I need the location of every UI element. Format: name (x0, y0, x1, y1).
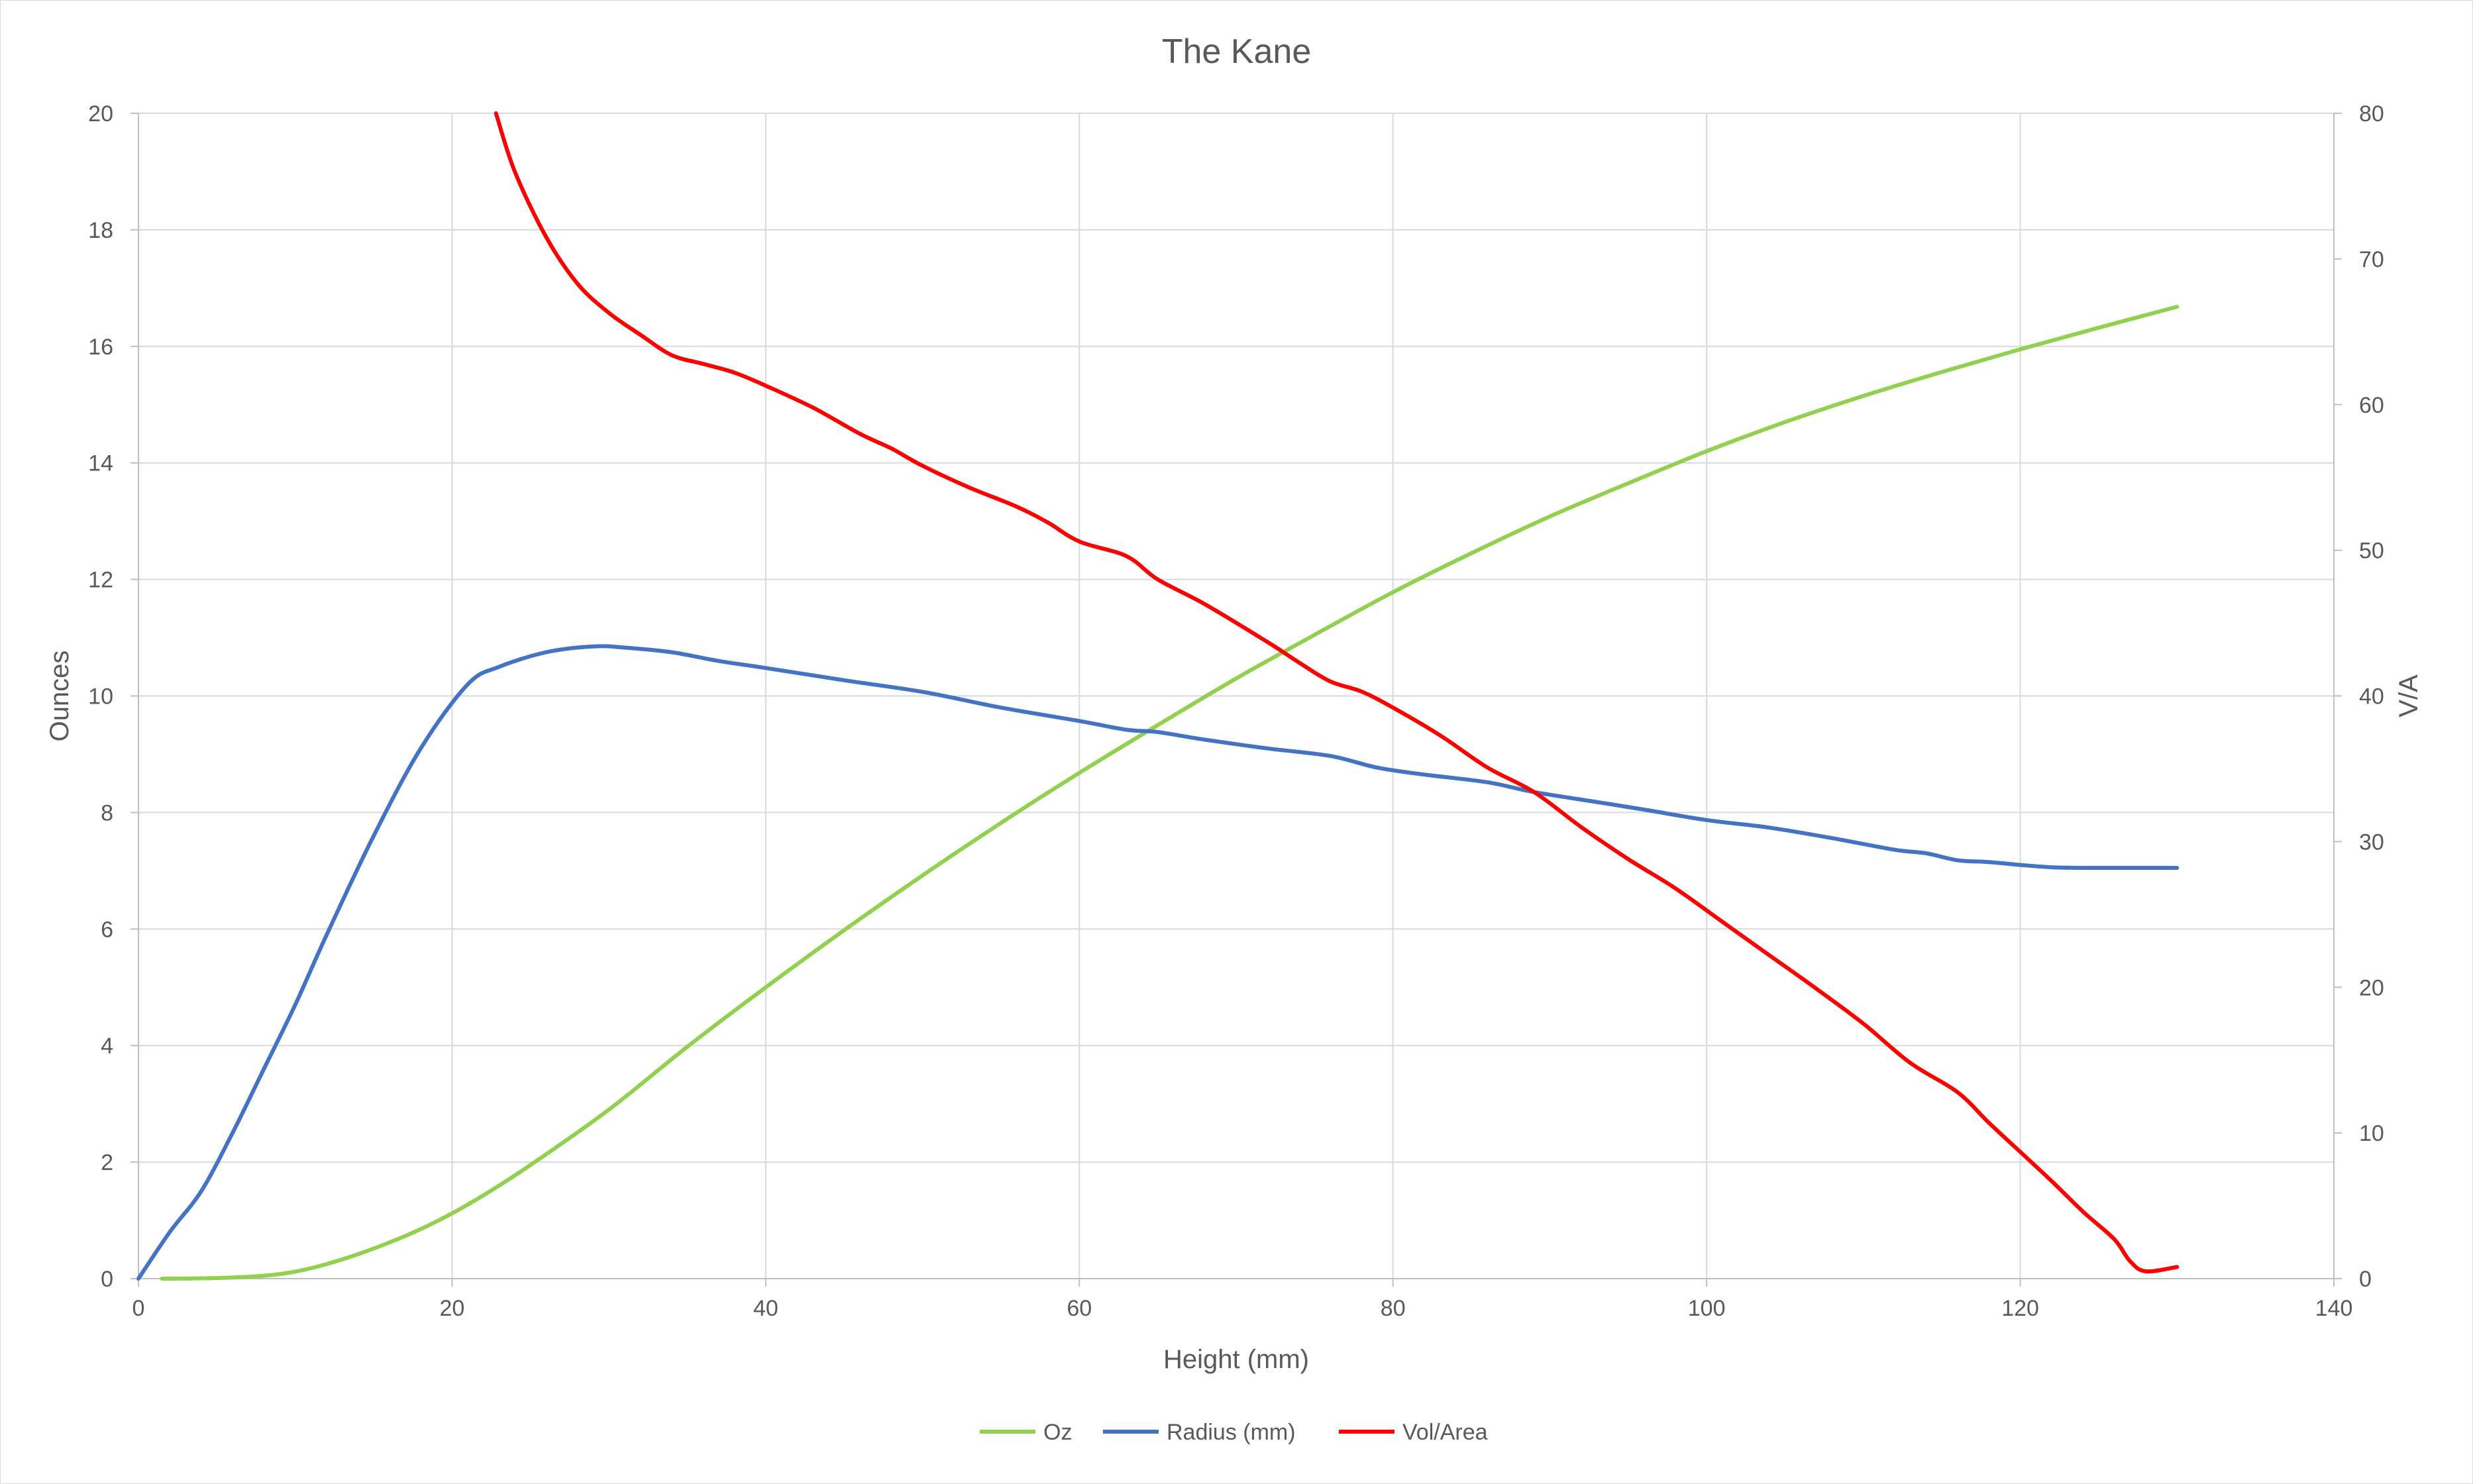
grid-lines (138, 113, 2334, 1279)
y2-tick-label: 50 (2359, 539, 2384, 564)
y-tick-label: 8 (101, 800, 113, 825)
y2-tick-label: 10 (2359, 1121, 2384, 1146)
series-lines (136, 111, 2180, 1281)
y-tick-label: 6 (101, 917, 113, 942)
chart-title: The Kane (1162, 32, 1312, 71)
x-tick-label: 80 (1381, 1296, 1406, 1321)
y-tick-label: 14 (88, 451, 113, 476)
legend-label-oz: Oz (1043, 1420, 1072, 1445)
y2-tick-label: 20 (2359, 975, 2384, 1000)
y2-tick-label: 30 (2359, 829, 2384, 855)
x-tick-label: 100 (1688, 1296, 1726, 1321)
y-axis-title: Ounces (45, 651, 74, 742)
oz-series-line (160, 305, 2180, 1281)
x-tick-label: 120 (2001, 1296, 2039, 1321)
radius-series-line (136, 644, 2180, 1281)
y-tick-label: 12 (88, 568, 113, 593)
x-tick-labels: 0 20 40 60 80 100 120 140 (132, 1296, 2353, 1321)
y2-axis-title: V/A (2394, 674, 2423, 717)
y2-tick-label: 80 (2359, 101, 2384, 127)
y2-tick-label: 60 (2359, 393, 2384, 418)
y-tick-label: 4 (101, 1034, 113, 1059)
y2-tick-label: 70 (2359, 247, 2384, 272)
y-tick-label: 10 (88, 684, 113, 710)
x-tick-label: 20 (440, 1296, 465, 1321)
vol-area-series-line (494, 111, 2180, 1274)
y-tick-label: 20 (88, 101, 113, 127)
x-tick-label: 140 (2315, 1296, 2353, 1321)
legend-label-radius: Radius (mm) (1167, 1420, 1296, 1445)
y-tick-label: 16 (88, 335, 113, 360)
y2-tick-label: 40 (2359, 684, 2384, 710)
y-tick-label: 0 (101, 1267, 113, 1292)
x-tick-label: 40 (753, 1296, 778, 1321)
y-tick-label: 18 (88, 218, 113, 243)
x-tick-label: 0 (132, 1296, 145, 1321)
x-axis-title: Height (mm) (1163, 1345, 1309, 1374)
axes (131, 113, 2342, 1287)
y-tick-label: 2 (101, 1150, 113, 1175)
y2-tick-labels: 0 10 20 30 40 50 60 70 80 (2359, 101, 2384, 1292)
x-tick-label: 60 (1067, 1296, 1092, 1321)
y-tick-labels: 0 2 4 6 8 10 12 14 16 18 20 (88, 101, 113, 1292)
legend-label-vol-area: Vol/Area (1402, 1420, 1488, 1445)
y2-tick-label: 0 (2359, 1267, 2372, 1292)
legend: Oz Radius (mm) Vol/Area (980, 1420, 1488, 1445)
